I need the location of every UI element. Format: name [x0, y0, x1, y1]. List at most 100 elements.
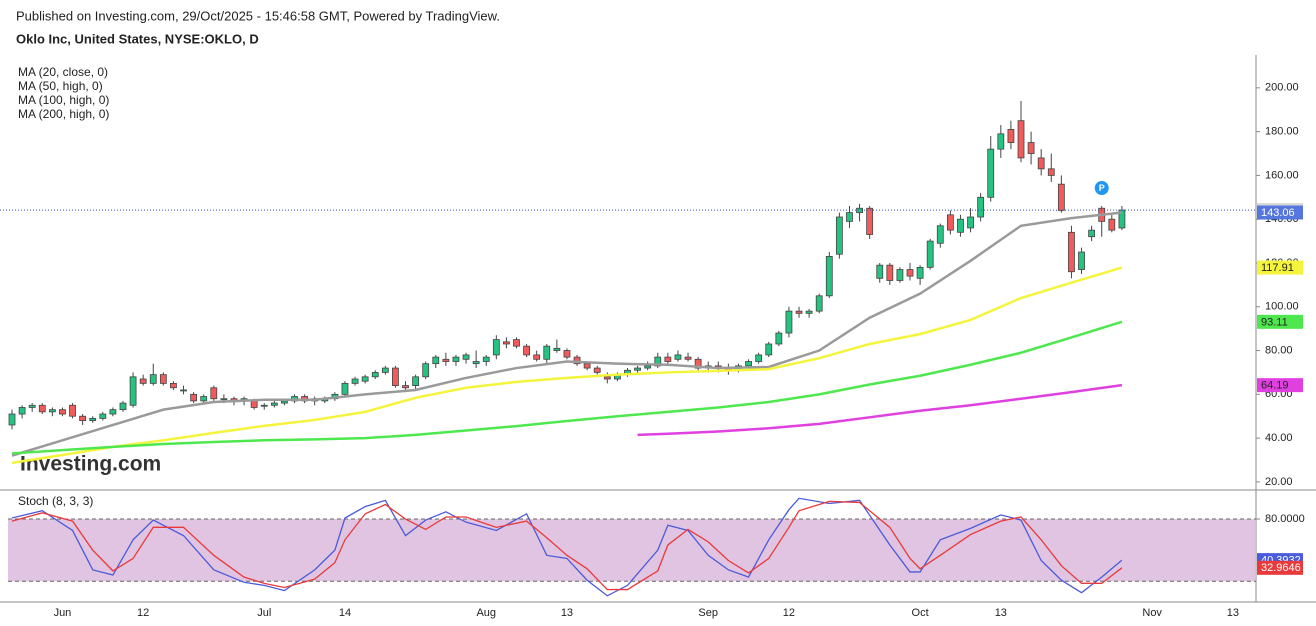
candle-body	[916, 266, 924, 279]
candle-body	[755, 354, 763, 362]
moving-average-line	[637, 383, 1123, 437]
annotation-label: P	[1099, 183, 1105, 193]
candle-body	[654, 356, 662, 367]
candle-body	[180, 389, 187, 392]
candle-body	[936, 225, 944, 244]
candle-body	[270, 402, 278, 406]
candle-body	[573, 356, 581, 365]
candle-body	[472, 361, 480, 365]
candle-body	[765, 343, 773, 356]
candle-body	[856, 207, 863, 214]
candle-body	[583, 363, 591, 369]
candle-body	[825, 256, 833, 297]
candle-body	[674, 354, 682, 360]
x-tick-label: Jun	[54, 607, 72, 619]
candle-body	[260, 404, 268, 407]
candle-body	[492, 339, 500, 356]
candle-body	[139, 378, 147, 384]
candle-body	[38, 404, 46, 413]
candle-body	[745, 361, 752, 367]
annotation-marker	[1094, 181, 1109, 196]
candle-body	[684, 356, 692, 360]
candle-body	[795, 310, 803, 314]
candle-body	[452, 356, 460, 362]
candle-body	[361, 376, 369, 382]
candle-body	[210, 387, 218, 400]
candle-body	[977, 196, 985, 218]
legend-entry: MA (50, high, 0)	[18, 79, 103, 93]
moving-average-line	[11, 320, 1123, 455]
candle-body	[442, 358, 450, 362]
y-tick-label: 40.00	[1265, 432, 1293, 444]
legend-entry: MA (20, close, 0)	[18, 65, 108, 79]
candle-body	[1088, 229, 1096, 238]
x-tick-label: Nov	[1142, 607, 1162, 619]
candle-body	[220, 398, 228, 401]
candle-body	[926, 240, 934, 268]
x-tick-label: 13	[1227, 607, 1239, 619]
candle-body	[967, 216, 974, 229]
candle-body	[664, 356, 672, 362]
stoch-line	[11, 500, 1123, 591]
candle-body	[1057, 183, 1065, 211]
candle-body	[946, 214, 954, 231]
candle-body	[381, 367, 389, 373]
candle-body	[422, 363, 430, 378]
candle-body	[1017, 120, 1025, 159]
candle-body	[250, 400, 258, 408]
x-tick-label: Aug	[476, 607, 496, 619]
stoch-line	[11, 497, 1123, 597]
candle-body	[1108, 218, 1116, 231]
candle-body	[785, 310, 793, 334]
candle-body	[835, 216, 843, 255]
published-note: Published on Investing.com, 29/Oct/2025 …	[16, 8, 500, 23]
candle-body	[200, 396, 208, 402]
candle-body	[79, 415, 87, 422]
candle-body	[69, 404, 76, 417]
y-tick-label: 20.00	[1265, 476, 1293, 488]
candle-body	[482, 356, 490, 362]
candle-body	[432, 356, 440, 365]
candle-body	[694, 358, 702, 369]
candle-body	[886, 264, 894, 281]
candle-body	[1118, 209, 1126, 229]
candle-body	[563, 350, 571, 358]
candle-body	[553, 347, 561, 351]
candle-body	[1027, 142, 1035, 154]
candle-body	[896, 269, 904, 281]
candle-body	[533, 354, 541, 360]
x-tick-label: 13	[561, 607, 573, 619]
candle-body	[503, 341, 510, 345]
candle-body	[412, 376, 420, 386]
moving-average-line	[11, 266, 1123, 465]
legend-entry: MA (100, high, 0)	[18, 93, 109, 107]
y-tick-label: 180.00	[1265, 126, 1299, 138]
price-badge-label: 143.06	[1261, 207, 1295, 219]
candle-body	[190, 393, 198, 402]
y-tick-label: 200.00	[1265, 82, 1299, 94]
x-tick-label: Jul	[257, 607, 271, 619]
price-badge-label: 32.9646	[1261, 562, 1301, 574]
price-badge	[1257, 205, 1303, 220]
x-tick-label: 14	[339, 607, 351, 619]
moving-average-line	[11, 211, 1123, 457]
candle-body	[149, 374, 157, 384]
candle-body	[159, 374, 167, 384]
price-badge	[1257, 378, 1303, 393]
candle-body	[119, 402, 127, 411]
price-badge-label: 117.91	[1261, 262, 1294, 274]
price-badge-label: 64.19	[1261, 380, 1289, 392]
candle-body	[846, 212, 853, 222]
candle-body	[1007, 129, 1015, 143]
candle-body	[906, 269, 914, 277]
candle-body	[462, 354, 470, 360]
y-tick-label: 80.0000	[1265, 513, 1305, 525]
candle-body	[59, 409, 66, 415]
candle-body	[392, 367, 399, 386]
x-tick-label: 12	[783, 607, 795, 619]
candle-body	[644, 365, 652, 369]
candle-body	[876, 264, 884, 279]
candle-body	[634, 367, 641, 371]
y-tick-label: 100.00	[1265, 301, 1299, 313]
